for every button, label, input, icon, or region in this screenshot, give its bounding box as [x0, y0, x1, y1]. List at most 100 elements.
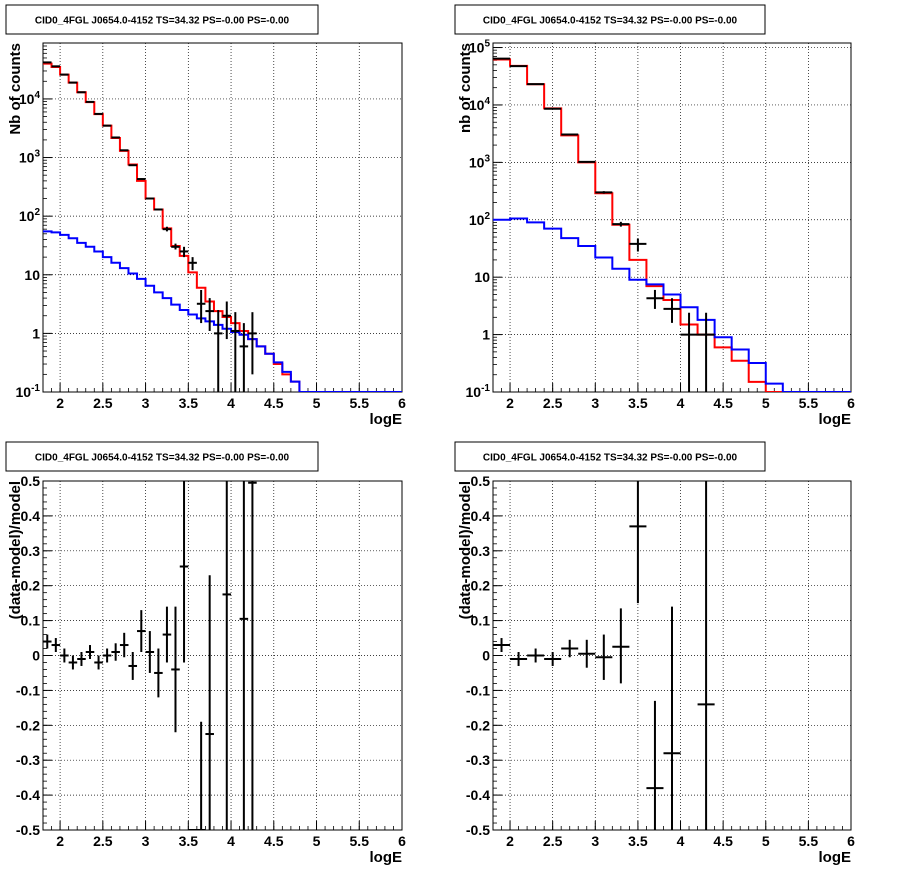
y-tick-label: -0.5 [16, 822, 40, 838]
y-axis-label: nb of counts [457, 43, 474, 133]
x-tick-label: 6 [847, 833, 855, 849]
data-point [248, 312, 257, 375]
data-point [680, 312, 698, 392]
data-point [595, 191, 613, 194]
data-point [646, 289, 664, 309]
data-point [162, 226, 172, 232]
data-point [145, 631, 155, 673]
x-tick-label: 3 [142, 833, 150, 849]
y-tick-label: -0.5 [466, 822, 490, 838]
y-tick-label: 104 [19, 90, 41, 107]
data-point [213, 310, 223, 392]
chart-panel-3: CID0_4FGL J0654.0-4152 TS=34.32 PS=-0.00… [5, 441, 406, 866]
y-tick-label: 103 [469, 153, 491, 170]
panel-title-box [454, 441, 766, 472]
data-point [493, 57, 511, 60]
data-point [544, 107, 562, 110]
x-tick-label: 2 [56, 833, 64, 849]
x-axis-label: logE [370, 411, 403, 428]
chart-panel-1: CID0_4FGL J0654.0-4152 TS=34.32 PS=-0.00… [5, 4, 406, 428]
data-point [111, 643, 120, 661]
data-point [205, 575, 214, 830]
x-tick-label: 5.5 [350, 395, 370, 411]
data-point [43, 634, 52, 649]
plot-frame [42, 480, 403, 831]
data-point [196, 721, 206, 830]
x-tick-label: 2.5 [543, 833, 563, 849]
x-tick-label: 3.5 [179, 833, 199, 849]
data-point [222, 301, 232, 340]
y-tick-label: 0.4 [21, 508, 41, 524]
plot-frame [492, 42, 852, 393]
plot-area [43, 481, 257, 830]
model-total-histogram [43, 62, 402, 392]
source-model-histogram [43, 230, 402, 392]
panel-title: CID0_4FGL J0654.0-4152 TS=34.32 PS=-0.00… [483, 16, 738, 27]
data-point [102, 648, 112, 663]
x-tick-label: 2 [56, 395, 64, 411]
data-point [510, 65, 528, 68]
y-tick-label: 105 [469, 39, 491, 56]
data-point [171, 606, 180, 733]
data-point [77, 91, 86, 94]
y-tick-label: 0.5 [471, 473, 491, 489]
data-point [111, 136, 120, 139]
data-point [612, 608, 630, 684]
chart-panel-2: CID0_4FGL J0654.0-4152 TS=34.32 PS=-0.00… [454, 4, 855, 428]
data-point [578, 160, 596, 163]
x-tick-label: 4 [677, 833, 685, 849]
data-point [527, 83, 545, 86]
data-point [188, 257, 197, 271]
x-tick-label: 4.5 [713, 833, 733, 849]
data-point [154, 208, 163, 211]
panel-title: CID0_4FGL J0654.0-4152 TS=34.32 PS=-0.00… [35, 453, 290, 464]
data-point [137, 610, 146, 653]
y-tick-label: 0.4 [471, 508, 491, 524]
data-point [60, 648, 69, 663]
y-axis-label: (data-model)/model [7, 481, 24, 619]
y-tick-label: 10 [24, 267, 40, 283]
y-tick-label: 103 [19, 149, 41, 166]
data-point [697, 481, 715, 830]
data-point [137, 178, 146, 181]
panel-title-box [5, 441, 319, 472]
data-point [239, 481, 249, 830]
y-tick-label: -0.2 [466, 717, 490, 733]
panel-title-box [454, 4, 766, 35]
plot-area [43, 61, 402, 392]
x-tick-label: 2.5 [543, 395, 563, 411]
x-tick-label: 5.5 [350, 833, 370, 849]
x-tick-label: 4.5 [264, 833, 284, 849]
x-tick-label: 5.5 [799, 395, 819, 411]
data-point [612, 221, 630, 227]
y-tick-label: -0.4 [466, 787, 490, 803]
data-point [68, 655, 78, 670]
data-point [128, 652, 138, 680]
data-point [205, 298, 214, 331]
x-tick-label: 5 [762, 833, 770, 849]
plot-area [493, 481, 715, 830]
data-point [527, 648, 545, 663]
x-tick-label: 3.5 [179, 395, 199, 411]
data-point [179, 246, 189, 258]
data-point [629, 481, 647, 604]
x-tick-label: 5 [313, 395, 321, 411]
y-tick-label: 0 [482, 648, 490, 664]
x-tick-label: 6 [398, 395, 406, 411]
x-tick-label: 3 [591, 395, 599, 411]
x-tick-label: 4 [677, 395, 685, 411]
x-tick-label: 2 [506, 395, 514, 411]
data-point [561, 133, 579, 136]
panel-title: CID0_4FGL J0654.0-4152 TS=34.32 PS=-0.00… [483, 453, 738, 464]
y-tick-label: 0.1 [21, 613, 41, 629]
data-point [145, 197, 155, 200]
data-point [119, 149, 129, 152]
y-tick-label: 102 [19, 207, 41, 224]
panel-title: CID0_4FGL J0654.0-4152 TS=34.32 PS=-0.00… [35, 16, 290, 27]
data-point [85, 645, 95, 659]
source-model-histogram [493, 217, 851, 392]
data-point [239, 323, 249, 392]
data-point [578, 639, 596, 668]
x-tick-label: 2.5 [93, 833, 113, 849]
data-point [162, 606, 172, 663]
